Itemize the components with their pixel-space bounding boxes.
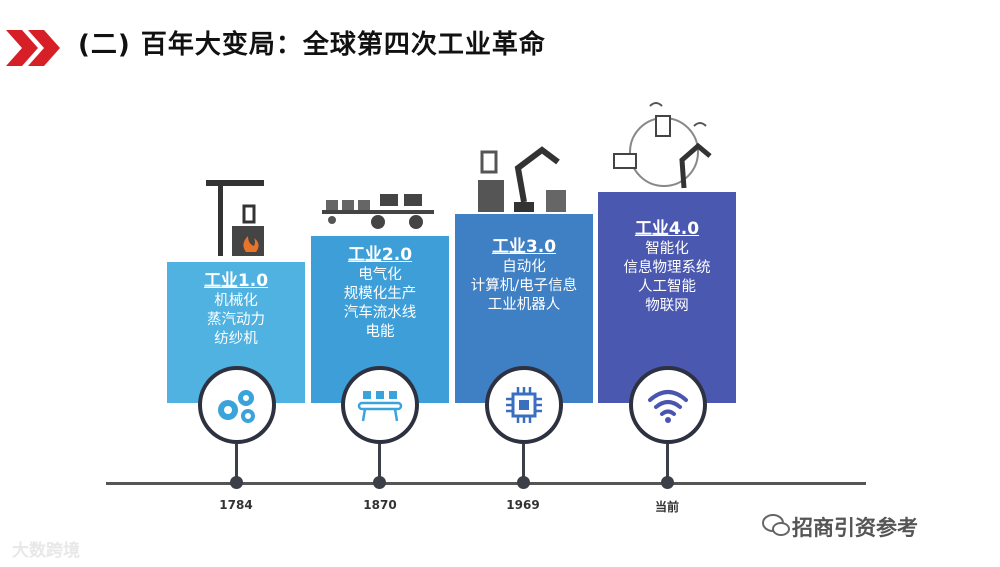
header-chevron-icon: [6, 30, 60, 66]
timeline-stem: [235, 444, 238, 479]
watermark-right: 招商引资参考: [792, 516, 918, 540]
stage-line: 计算机/电子信息: [470, 278, 578, 294]
year-label: 1870: [363, 498, 397, 512]
stage-line: 电能: [365, 324, 395, 340]
stage-line: 蒸汽动力: [207, 312, 265, 328]
page-title: (二) 百年大变局：全球第四次工业革命: [78, 30, 546, 60]
stage-panel-1: 工业1.0 机械化 蒸汽动力 纺纱机: [167, 262, 305, 403]
stage-line: 人工智能: [638, 279, 696, 295]
stage-title: 工业3.0: [491, 237, 557, 257]
chip-icon: [506, 387, 542, 423]
steam-engine-icon: [206, 180, 264, 256]
stage-circle-2: [341, 366, 419, 444]
robot-arm-icon: [478, 146, 566, 212]
wifi-icon: [648, 390, 688, 423]
stage-title: 工业1.0: [203, 271, 269, 291]
stage-title: 工业4.0: [634, 219, 700, 239]
timeline-dot: [517, 476, 530, 489]
timeline-dot: [230, 476, 243, 489]
stage-line: 自动化: [502, 259, 546, 275]
timeline-stem: [522, 444, 525, 479]
timeline-dot: [373, 476, 386, 489]
year-label: 当前: [654, 500, 679, 514]
stage-line: 汽车流水线: [343, 305, 417, 321]
assembly-line-icon: [357, 391, 403, 422]
stage-line: 信息物理系统: [623, 260, 711, 276]
stage-title: 工业2.0: [347, 245, 413, 265]
timeline-stem: [666, 444, 669, 479]
stage-circle-3: [485, 366, 563, 444]
timeline-axis: [106, 482, 866, 485]
stage-line: 机械化: [214, 293, 258, 309]
gears-icon: [218, 390, 255, 423]
stage-line: 电气化: [358, 267, 402, 283]
wechat-icon: [762, 514, 790, 536]
stage-circle-1: [198, 366, 276, 444]
smart-factory-icon: [613, 102, 712, 189]
timeline-stem: [378, 444, 381, 479]
year-label: 1784: [219, 498, 253, 512]
stage-panel-2: 工业2.0 电气化 规模化生产 汽车流水线 电能: [311, 236, 449, 403]
stage-line: 工业机器人: [487, 297, 561, 313]
year-label: 1969: [506, 498, 540, 512]
stage-circle-4: [629, 366, 707, 444]
watermark-left: 大数跨境: [12, 541, 80, 561]
stage-line: 纺纱机: [214, 331, 258, 347]
stage-line: 智能化: [645, 241, 689, 257]
timeline-dot: [661, 476, 674, 489]
stage-line: 物联网: [645, 298, 689, 314]
stage-line: 规模化生产: [343, 286, 417, 302]
factory-line-icon: [322, 194, 434, 229]
